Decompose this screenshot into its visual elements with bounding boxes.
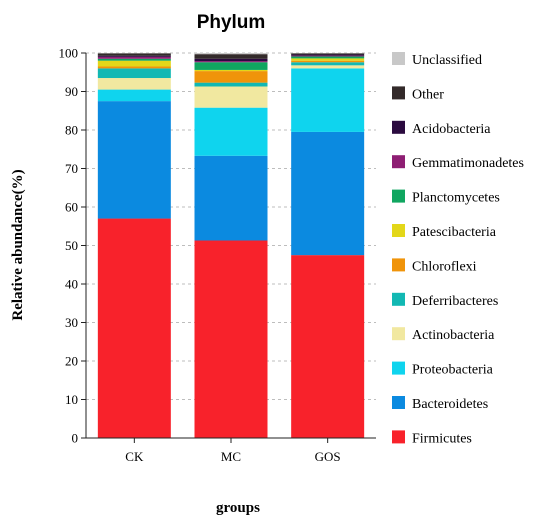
legend-swatch bbox=[392, 224, 405, 237]
bar-segment-mc-acidobacteria bbox=[194, 58, 268, 62]
y-tick-label: 60 bbox=[65, 200, 78, 215]
legend-label: Other bbox=[412, 87, 444, 102]
y-tick-label: 30 bbox=[65, 315, 78, 330]
bar-segment-gos-actinobacteria bbox=[291, 65, 365, 69]
legend-swatch bbox=[392, 292, 405, 306]
legend-swatch bbox=[392, 120, 405, 134]
legend-swatch bbox=[392, 396, 405, 409]
bar-segment-ck-patescibacteria bbox=[97, 60, 171, 67]
bar-segment-gos-proteobacteria bbox=[291, 68, 365, 132]
bar-segment-gos-chloroflexi bbox=[291, 60, 365, 63]
legend: Unclassified Other Acidobacteria Gemmatimon… bbox=[392, 52, 524, 446]
y-tick-label: 70 bbox=[65, 161, 78, 176]
bar-segment-ck-deferribacteres bbox=[97, 68, 171, 79]
bar-segment-mc-chloroflexi bbox=[194, 71, 268, 83]
x-tick-label: MC bbox=[221, 449, 241, 464]
legend-label: Planctomycetes bbox=[412, 191, 500, 206]
bar-segment-mc-bacteroidetes bbox=[194, 155, 268, 241]
legend-label: Acidobacteria bbox=[412, 122, 491, 137]
bar-segment-gos-deferribacteres bbox=[291, 62, 365, 66]
x-tick-label: CK bbox=[125, 449, 144, 464]
y-tick-label: 80 bbox=[65, 123, 78, 138]
bar-segment-mc-other bbox=[194, 54, 268, 59]
x-axis-label: groups bbox=[216, 500, 260, 516]
legend-label: Gemmatimonadetes bbox=[412, 156, 524, 171]
y-tick-label: 90 bbox=[65, 84, 78, 99]
y-tick-label: 0 bbox=[72, 431, 79, 446]
bar-segment-ck-other bbox=[97, 53, 171, 56]
bar-segment-gos-other bbox=[291, 53, 365, 55]
bar-segment-gos-acidobacteria bbox=[291, 54, 365, 56]
y-tick-label: 10 bbox=[65, 392, 78, 407]
bar-segment-ck-gemmatimonadetes bbox=[97, 56, 171, 59]
legend-swatch bbox=[392, 189, 405, 203]
legend-label: Patescibacteria bbox=[412, 225, 497, 240]
bar-segment-mc-deferribacteres bbox=[194, 82, 268, 87]
y-tick-label: 100 bbox=[59, 46, 79, 61]
legend-label: Actinobacteria bbox=[412, 328, 495, 343]
legend-swatch bbox=[392, 86, 405, 100]
bar-segment-ck-bacteroidetes bbox=[97, 101, 171, 219]
bar-segment-mc-patescibacteria bbox=[194, 69, 268, 72]
bars bbox=[97, 53, 365, 438]
bar-segment-mc-planctomycetes bbox=[194, 62, 268, 70]
bar-segment-ck-chloroflexi bbox=[97, 66, 171, 69]
bar-segment-gos-patescibacteria bbox=[291, 58, 365, 61]
legend-label: Firmicutes bbox=[412, 431, 472, 446]
x-axis-ticks: CK MC GOS bbox=[125, 438, 341, 464]
bar-segment-gos-gemmatimonadetes bbox=[291, 55, 365, 57]
y-axis-ticks: 0 10 20 30 40 50 60 70 80 90 100 bbox=[59, 46, 86, 446]
legend-swatch bbox=[392, 258, 405, 272]
y-tick-label: 50 bbox=[65, 238, 78, 253]
bar-segment-mc-proteobacteria bbox=[194, 107, 268, 156]
bar-segment-gos-firmicutes bbox=[291, 255, 365, 438]
bar-segment-ck-proteobacteria bbox=[97, 89, 171, 102]
bar-segment-mc-actinobacteria bbox=[194, 86, 268, 108]
bar-segment-ck-actinobacteria bbox=[97, 78, 171, 90]
y-axis-label: Relative abundance(%) bbox=[10, 169, 26, 320]
legend-swatch bbox=[392, 155, 405, 169]
legend-label: Bacteroidetes bbox=[412, 397, 488, 412]
bar-segment-ck-firmicutes bbox=[97, 218, 171, 438]
bar-segment-ck-planctomycetes bbox=[97, 58, 171, 61]
legend-swatch bbox=[392, 361, 405, 375]
legend-label: Deferribacteres bbox=[412, 294, 498, 309]
bar-segment-gos-planctomycetes bbox=[291, 56, 365, 59]
bar-segment-gos-bacteroidetes bbox=[291, 131, 365, 256]
legend-swatch bbox=[392, 52, 405, 65]
legend-label: Proteobacteria bbox=[412, 363, 494, 378]
bar-segment-mc-unclassified bbox=[194, 53, 268, 55]
bar-segment-ck-acidobacteria bbox=[97, 55, 171, 57]
y-tick-label: 20 bbox=[65, 354, 78, 369]
x-tick-label: GOS bbox=[315, 449, 341, 464]
legend-swatch bbox=[392, 327, 405, 341]
y-tick-label: 40 bbox=[65, 277, 78, 292]
legend-label: Unclassified bbox=[412, 53, 482, 68]
legend-label: Chloroflexi bbox=[412, 259, 477, 274]
legend-swatch bbox=[392, 430, 405, 444]
chart-title: Phylum bbox=[197, 12, 266, 33]
bar-segment-mc-gemmatimonadetes bbox=[194, 61, 268, 63]
bar-segment-mc-firmicutes bbox=[194, 240, 268, 438]
